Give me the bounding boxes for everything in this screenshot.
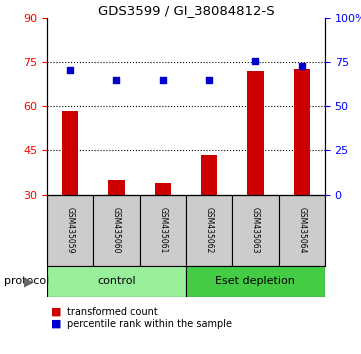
Point <box>113 77 119 82</box>
Bar <box>140 195 186 266</box>
Text: GSM435064: GSM435064 <box>297 207 306 253</box>
Point <box>253 58 258 64</box>
Text: GSM435059: GSM435059 <box>66 207 75 253</box>
Point <box>299 64 305 69</box>
Bar <box>93 195 140 266</box>
Text: GSM435063: GSM435063 <box>251 207 260 253</box>
Bar <box>293 69 310 195</box>
Point <box>67 67 73 73</box>
Bar <box>186 266 325 297</box>
Text: transformed count: transformed count <box>67 307 157 316</box>
Point <box>206 77 212 82</box>
Bar <box>232 195 279 266</box>
Text: GSM435061: GSM435061 <box>158 207 167 253</box>
Text: ■: ■ <box>51 307 61 316</box>
Text: ▶: ▶ <box>24 275 34 288</box>
Bar <box>186 195 232 266</box>
Bar <box>247 71 264 195</box>
Text: Eset depletion: Eset depletion <box>216 276 295 286</box>
Bar <box>62 110 78 195</box>
Text: protocol: protocol <box>4 276 49 286</box>
Bar <box>155 183 171 195</box>
Text: ■: ■ <box>51 319 61 329</box>
Bar <box>108 180 125 195</box>
Bar <box>279 195 325 266</box>
Text: percentile rank within the sample: percentile rank within the sample <box>67 319 232 329</box>
Bar <box>47 195 93 266</box>
Bar <box>47 266 186 297</box>
Text: GSM435060: GSM435060 <box>112 207 121 253</box>
Text: GSM435062: GSM435062 <box>205 207 214 253</box>
Text: control: control <box>97 276 136 286</box>
Bar <box>201 155 217 195</box>
Title: GDS3599 / GI_38084812-S: GDS3599 / GI_38084812-S <box>97 4 274 17</box>
Point <box>160 77 166 82</box>
